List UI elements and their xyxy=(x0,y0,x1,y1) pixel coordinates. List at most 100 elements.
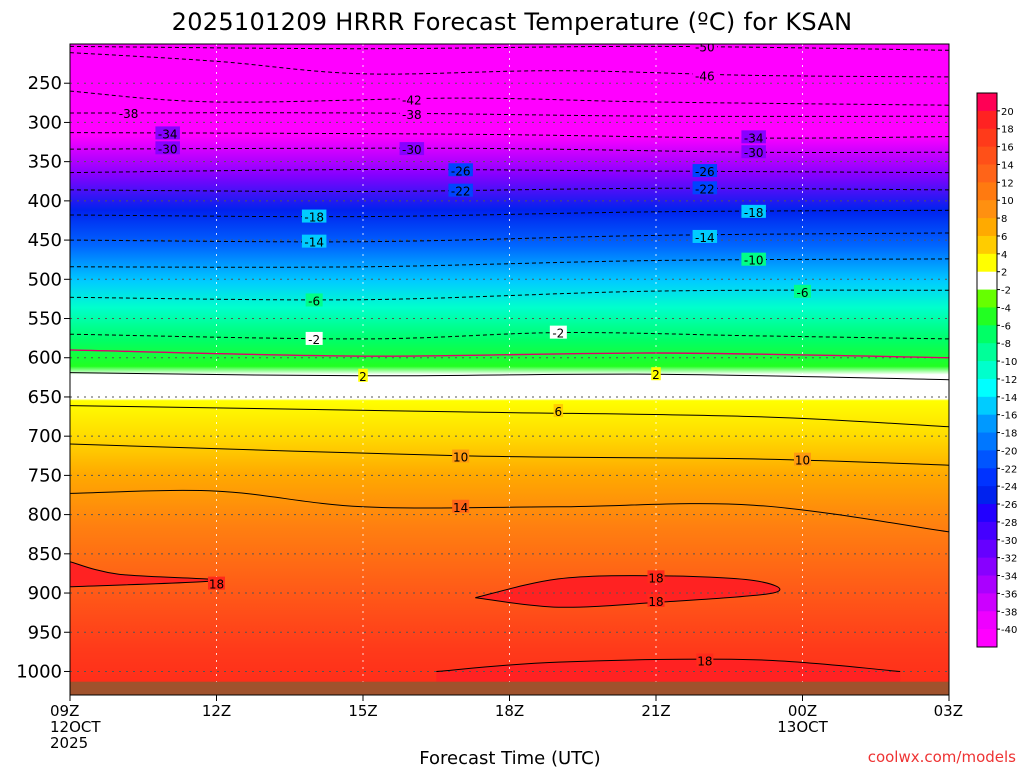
contour-label-bg xyxy=(305,293,323,307)
credit-link[interactable]: coolwx.com/models xyxy=(868,748,1016,766)
colorbar-label: -22 xyxy=(1001,464,1017,475)
colorbar-label: -28 xyxy=(1001,518,1017,529)
x-axis-label: Forecast Time (UTC) xyxy=(419,748,600,768)
colorbar-swatch xyxy=(977,271,997,291)
warm-pocket-fill xyxy=(436,659,901,682)
isotherm-line xyxy=(70,45,949,51)
isotherm-line xyxy=(70,289,949,301)
colorbar-swatch xyxy=(977,504,997,523)
y-tick-label: 550 xyxy=(28,309,62,330)
colorbar-label: 2 xyxy=(1001,268,1007,279)
contour-label: 18 xyxy=(209,578,224,592)
isotherm-line xyxy=(70,443,949,466)
colorbar-label: 12 xyxy=(1001,178,1014,189)
isotherm-line xyxy=(436,658,901,672)
contour-label-bg xyxy=(448,183,473,197)
y-tick-label: 350 xyxy=(28,152,62,173)
contour-label: -10 xyxy=(744,254,764,268)
colorbar-swatch xyxy=(977,361,997,380)
contour-label: -50 xyxy=(695,40,715,54)
colorbar-label: -40 xyxy=(1001,625,1017,636)
isotherm-line xyxy=(70,349,949,359)
contour-label-bg xyxy=(647,570,665,584)
x-tick-label: 03Z xyxy=(934,702,963,720)
contour-label-bg xyxy=(692,229,718,243)
contour-label-bg xyxy=(452,499,470,513)
colorbar-label: 4 xyxy=(1001,250,1007,261)
contour-label-bg xyxy=(358,368,368,382)
contour-label: -2 xyxy=(552,327,564,341)
isotherm-line xyxy=(70,52,949,78)
contour-label: -30 xyxy=(402,143,422,157)
y-tick-label: 600 xyxy=(28,348,62,369)
contour-label-bg xyxy=(692,44,718,53)
contour-label: -30 xyxy=(744,146,764,160)
colorbar-label: -4 xyxy=(1001,303,1011,314)
contour-label-bg xyxy=(305,331,323,345)
colorbar-swatch xyxy=(977,218,997,237)
y-axis: 250 300 350 400 450 500 550 600 650 700 750 800 850 9… xyxy=(16,73,70,682)
warm-pocket-fill xyxy=(70,561,218,587)
colorbar-swatch xyxy=(977,396,997,416)
isotherm-line xyxy=(70,90,949,106)
contour-label-bg xyxy=(549,325,567,339)
x-tick-label: 00Z xyxy=(788,702,817,720)
isotherm-line xyxy=(70,187,949,193)
colorbar-frame xyxy=(976,92,998,648)
isotherm-line xyxy=(70,112,949,117)
colorbar-label: -30 xyxy=(1001,536,1017,547)
colorbar-label: 20 xyxy=(1001,107,1014,118)
colorbar-swatch xyxy=(977,146,997,165)
contour-label: -34 xyxy=(744,131,764,145)
y-tick-label: 850 xyxy=(28,544,62,565)
colorbar-label: 10 xyxy=(1001,196,1014,207)
x-tick-label: 2025 xyxy=(50,734,88,752)
colorbar-swatch xyxy=(977,182,997,201)
contour-label-bg xyxy=(399,142,425,156)
colorbar-swatch xyxy=(977,200,997,219)
y-tick-label: 900 xyxy=(28,583,62,604)
colorbar-swatch xyxy=(977,128,997,148)
contour-label: 10 xyxy=(795,454,810,468)
contour-label: -18 xyxy=(304,211,324,225)
contour-label-bg xyxy=(155,126,180,140)
isotherm-lines xyxy=(70,45,949,672)
contour-labels: -50-46-42-38 -38-34 -34-30 -30 -30-26 -26-22-… xyxy=(116,40,811,668)
contour-label: -18 xyxy=(744,206,764,220)
colorbar-swatch xyxy=(977,235,997,255)
contour-label: -22 xyxy=(451,185,471,199)
contour-label: -14 xyxy=(304,236,324,250)
contour-label: -42 xyxy=(402,94,422,108)
contour-label-bg xyxy=(692,68,718,82)
colorbar-swatch xyxy=(977,486,997,505)
isotherm-line xyxy=(70,405,949,428)
contour-label: 18 xyxy=(648,595,663,609)
colorbar-swatch xyxy=(977,164,997,183)
colorbar-label: -12 xyxy=(1001,375,1017,386)
contour-label-bg xyxy=(452,449,470,463)
x-tick-label: 15Z xyxy=(348,702,377,720)
contour-label-bg xyxy=(208,576,225,590)
contour-label-bg xyxy=(794,452,811,466)
colorbar-label: -2 xyxy=(1001,286,1011,297)
isotherm-line xyxy=(70,232,949,243)
colorbar-label: -16 xyxy=(1001,411,1017,422)
isotherm-line xyxy=(475,575,781,608)
y-tick-label: 700 xyxy=(28,426,62,447)
colorbar-swatch xyxy=(977,593,997,612)
x-tick-label: 18Z xyxy=(495,702,524,720)
contour-label-bg xyxy=(448,163,473,177)
x-tick-label: 21Z xyxy=(641,702,670,720)
y-tick-label: 800 xyxy=(28,505,62,526)
isotherm-line xyxy=(70,489,949,533)
colorbar-legend: 20 18 16 14 12 10 8 6 4 2 -2 -4 -6 -8 -10 -12 -14 -16 -18 -… xyxy=(976,92,1017,648)
colorbar-swatch xyxy=(977,253,997,273)
colorbar-label: -38 xyxy=(1001,607,1017,618)
isotherm-line xyxy=(70,168,949,174)
x-tick-label: 12OCT xyxy=(50,718,101,736)
plot-area: -50-46-42-38 -38-34 -34-30 -30 -30-26 -26-22-… xyxy=(70,40,949,695)
contour-label: -6 xyxy=(797,286,809,300)
colorbar-swatch xyxy=(977,289,997,308)
chart-title: 2025101209 HRRR Forecast Temperature (ºC… xyxy=(172,8,853,36)
